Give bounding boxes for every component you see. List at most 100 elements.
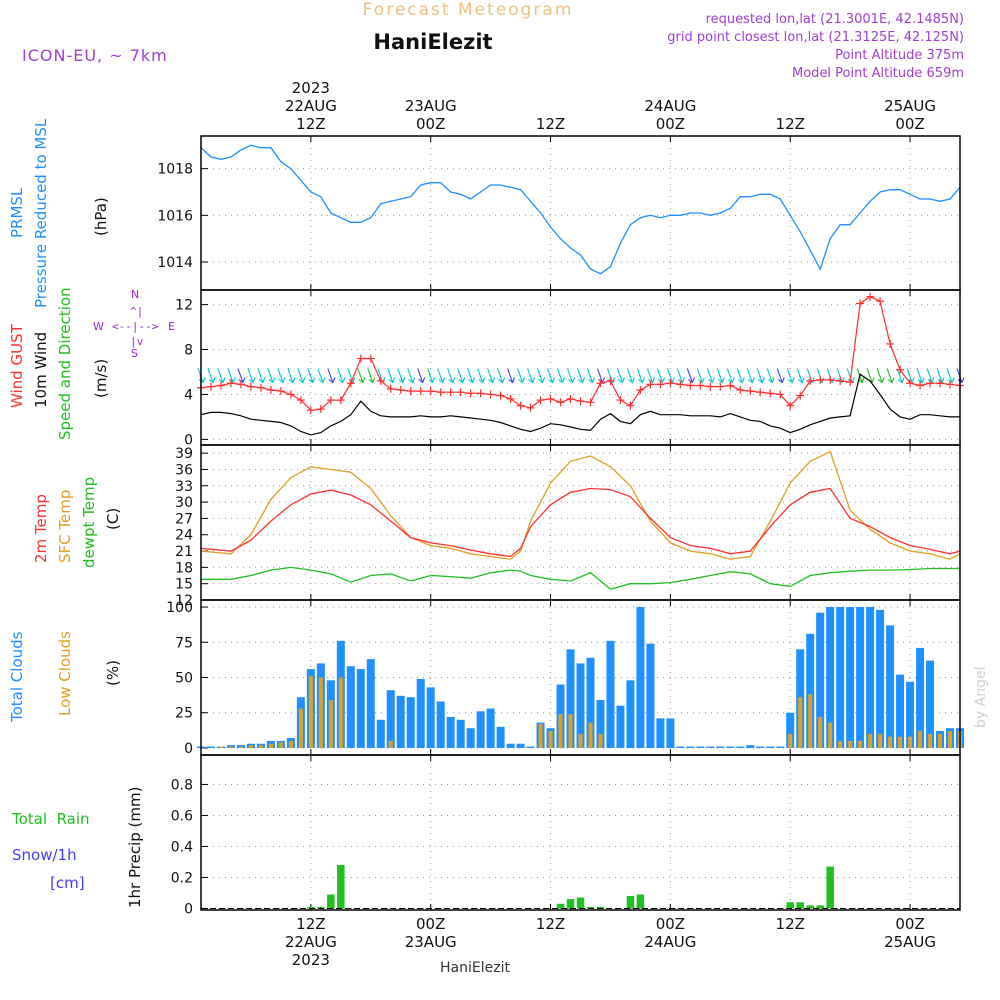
low-cloud-bar (918, 731, 923, 748)
model-altitude: Model Point Altitude 659m (792, 66, 964, 81)
gust-marker (526, 403, 535, 412)
pressure-point (669, 214, 671, 216)
ytick-label-2: 18 (175, 560, 193, 576)
total-cloud-bar (656, 718, 665, 748)
gust-marker (666, 379, 675, 388)
wind-direction-arrowhead (767, 377, 775, 384)
pressure-point (370, 217, 372, 219)
bottom-time-label: 00Z (416, 915, 445, 933)
ytick-label-4: 24 (175, 528, 193, 544)
gust-marker (836, 376, 845, 385)
pressure-point (729, 207, 731, 209)
gust-marker (786, 401, 795, 410)
pressure-point (390, 200, 392, 202)
total-cloud-bar (906, 681, 915, 748)
pressure-point (769, 193, 771, 195)
pressure-point (599, 273, 602, 275)
rain-bar (636, 894, 645, 909)
gust-marker (366, 354, 375, 363)
wind-direction-arrow (337, 368, 344, 383)
model-label: ICON-EU, ~ 7km (22, 46, 168, 65)
wind-direction-arrow (427, 368, 434, 383)
gust-marker (776, 390, 785, 399)
wind-direction-arrow (287, 368, 294, 383)
total-cloud-bar (416, 678, 425, 748)
wind-10m-line (200, 373, 960, 436)
wind-direction-arrow (267, 368, 274, 383)
wind-direction-arrow (836, 368, 843, 383)
wind-direction-arrow (457, 368, 464, 383)
low-cloud-bar (908, 736, 913, 748)
total-cloud-bar (596, 700, 605, 748)
rain-bar (586, 906, 595, 909)
gust-marker (436, 388, 445, 397)
pressure-point (529, 200, 532, 202)
pressure-point (400, 198, 402, 200)
gust-marker (566, 394, 575, 403)
t2m-label: 2m Temp (32, 494, 50, 563)
compass-north: N (131, 288, 139, 301)
wind-direction-arrowhead (318, 377, 326, 384)
gust-marker (676, 380, 685, 389)
wind-direction-arrowhead (777, 377, 785, 384)
gust-marker (466, 389, 475, 398)
pressure-panel: 1014 1016 1018 (157, 135, 961, 291)
gust-marker (806, 376, 815, 385)
pressure-point (849, 224, 851, 226)
wind-direction-arrow (926, 368, 933, 383)
gust-marker (886, 339, 895, 348)
total-cloud-bar (636, 607, 645, 748)
gust-marker (646, 380, 655, 389)
pressure-point (709, 214, 711, 216)
rain-bar (816, 905, 824, 909)
pressure-point (480, 191, 482, 193)
pressure-point (779, 198, 781, 200)
total-cloud-bar (716, 746, 725, 748)
pressure-point (939, 200, 941, 202)
wind-direction-arrowhead (238, 377, 246, 384)
wind-direction-arrowhead (338, 377, 346, 384)
low-cloud-bar (808, 694, 813, 748)
low-cloud-bar (538, 724, 543, 748)
ytick-label-5: 27 (175, 511, 193, 527)
precip-panel: 0 0.2 0.4 0.6 0.8 (171, 754, 961, 917)
gust-marker (946, 380, 955, 389)
pressure-point (420, 184, 422, 186)
wind-direction-arrowhead (727, 377, 735, 384)
low-cloud-bar (598, 733, 603, 748)
wind-direction-arrowhead (528, 377, 536, 384)
total-cloud-bar (566, 649, 575, 748)
pressure-point (719, 212, 721, 214)
wind-direction-arrowhead (568, 377, 576, 384)
pressure-point (919, 198, 921, 200)
wind-direction-arrowhead (418, 377, 426, 384)
bottom-time-label: 00Z (656, 915, 685, 933)
wind-direction-arrowhead (658, 377, 665, 384)
low-cloud-bar (788, 733, 793, 748)
point-altitude: Point Altitude 375m (835, 48, 964, 63)
gust-marker (346, 379, 355, 388)
wind-direction-arrowhead (268, 377, 276, 384)
wind-direction-arrow (876, 368, 883, 383)
top-time-label: 24AUG (644, 97, 696, 115)
station-name: HaniElezit (373, 30, 492, 54)
top-time-label: 23AUG (405, 97, 457, 115)
wind-direction-arrow (237, 368, 244, 383)
wind-direction-arrow (746, 368, 753, 383)
wind-direction-arrowhead (468, 377, 476, 384)
pressure-point (230, 156, 232, 158)
wind-direction-arrowhead (907, 377, 915, 384)
total-rain-label: Total Rain (11, 810, 90, 828)
gust-marker (846, 378, 855, 387)
total-cloud-bar (806, 633, 815, 748)
pressure-point (220, 158, 222, 160)
wind-direction-arrow (906, 368, 913, 383)
total-cloud-bar (886, 625, 895, 748)
ytick-label-6: 30 (175, 495, 193, 511)
total-cloud-bar (816, 612, 825, 748)
gust-marker (936, 379, 945, 388)
wind-direction-arrow (576, 368, 584, 383)
compass-east: E (168, 320, 175, 333)
pressure-point (819, 268, 821, 270)
wind-direction-arrowhead (258, 377, 266, 384)
